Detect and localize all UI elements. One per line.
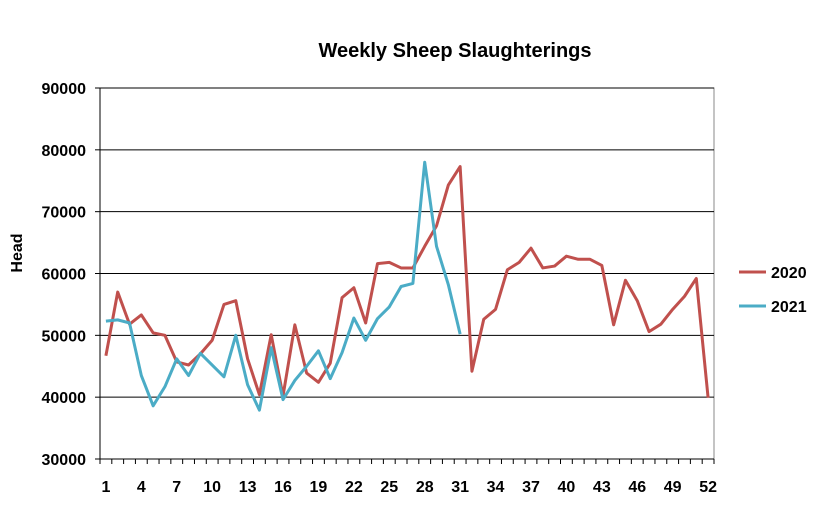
legend: 2020 2021 — [739, 265, 807, 316]
x-tick-label: 7 — [172, 479, 181, 496]
gridlines — [100, 87, 714, 398]
x-tick-label: 10 — [203, 479, 221, 496]
y-tick-label: 70000 — [42, 205, 87, 222]
y-tick-label: 40000 — [42, 390, 87, 407]
y-axis-label: Head — [9, 233, 26, 272]
x-tick-label: 19 — [310, 479, 328, 496]
legend-label-2021: 2021 — [771, 299, 807, 316]
x-tick-label: 1 — [101, 479, 110, 496]
x-tick-label: 25 — [380, 479, 398, 496]
x-tick-label: 37 — [522, 479, 540, 496]
x-tick-label: 52 — [699, 479, 717, 496]
chart-title: Weekly Sheep Slaughterings — [318, 40, 591, 62]
legend-label-2020: 2020 — [771, 265, 807, 282]
x-tick-label: 31 — [451, 479, 469, 496]
x-tick-label: 34 — [487, 479, 505, 496]
x-tick-label: 43 — [593, 479, 611, 496]
series-lines — [104, 160, 710, 412]
x-tick-label: 28 — [416, 479, 434, 496]
y-tick-label: 30000 — [42, 452, 87, 469]
x-tick-label: 4 — [137, 479, 146, 496]
series-line-2021 — [105, 160, 462, 412]
y-tick-label: 90000 — [42, 81, 87, 98]
y-tick-labels: 30000 40000 50000 60000 70000 80000 90000 — [42, 81, 100, 469]
x-tick-labels: 1 4 7 10 13 16 19 22 25 28 31 34 37 40 43 46 49 52 — [99, 459, 717, 496]
y-tick-label: 80000 — [42, 143, 87, 160]
y-tick-label: 50000 — [42, 328, 87, 345]
series-line-2020 — [104, 165, 710, 398]
x-tick-label: 49 — [664, 479, 682, 496]
x-tick-label: 16 — [274, 479, 292, 496]
x-tick-label: 40 — [558, 479, 576, 496]
x-tick-label: 22 — [345, 479, 363, 496]
x-tick-label: 13 — [239, 479, 257, 496]
x-tick-label: 46 — [628, 479, 646, 496]
y-tick-label: 60000 — [42, 267, 87, 284]
